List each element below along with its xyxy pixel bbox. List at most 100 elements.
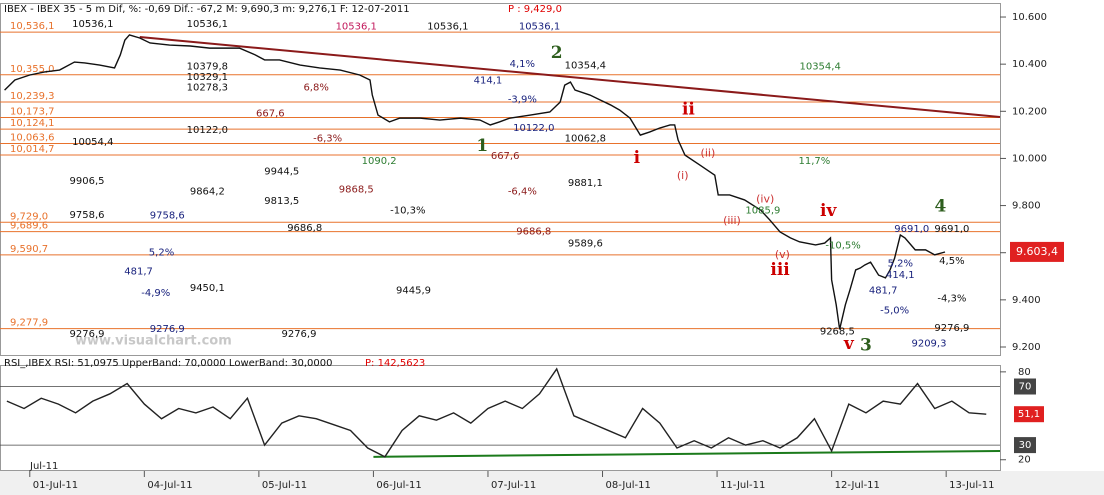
annotation: 1085,9 (745, 205, 780, 216)
annotation: 9445,9 (396, 285, 431, 296)
annotation: 9864,2 (190, 186, 225, 197)
annotation: 9686,8 (516, 226, 551, 237)
annotation: 10062,8 (565, 133, 606, 144)
annotation: 9276,9 (70, 329, 105, 340)
annotation: 10536,1 (336, 21, 377, 32)
annotation: -4,9% (141, 288, 170, 299)
y-tick-label: 80 (1018, 367, 1031, 378)
band-label: 30 (1019, 440, 1032, 451)
level-label: 10,355,0 (10, 64, 55, 75)
x-tick-label: 12-Jul-11 (835, 480, 880, 491)
series-line (6, 367, 987, 458)
price-header: IBEX - IBEX 35 - 5 m Dif, %: -0,69 Dif.:… (4, 4, 410, 15)
wave-label: 1 (476, 136, 488, 156)
level-label: 10,173,7 (10, 106, 55, 117)
wave-label: (v) (775, 248, 790, 261)
wave-label: v (843, 334, 855, 354)
annotation: 9691,0 (934, 224, 969, 235)
annotation: 9691,0 (894, 224, 929, 235)
y-tick-label: 10.000 (1012, 153, 1047, 164)
annotation: 1090,2 (362, 156, 397, 167)
annotation: -6,4% (508, 186, 537, 197)
annotation: 9813,5 (264, 196, 299, 207)
wave-label: ii (682, 100, 695, 120)
x-tick-label: 04-Jul-11 (147, 480, 192, 491)
annotation: 9758,6 (150, 210, 185, 221)
level-label: 9,277,9 (10, 318, 48, 329)
level-label: 10,124,1 (10, 118, 55, 129)
annotation: 10379,8 (187, 62, 228, 73)
x-axis-strip (0, 471, 1104, 495)
x-tick-label: 07-Jul-11 (491, 480, 536, 491)
y-tick-label: 20 (1018, 455, 1031, 466)
wave-label: 2 (551, 43, 563, 63)
rsi-panel (0, 365, 1001, 471)
series-line (4, 34, 946, 330)
annotation: 9868,5 (339, 185, 374, 196)
band-label: 70 (1019, 382, 1032, 393)
annotation: 414,1 (474, 76, 503, 87)
annotation: 11,7% (799, 156, 831, 167)
x-tick-label: 13-Jul-11 (949, 480, 994, 491)
price-header-value: P : 9,429,0 (508, 4, 562, 15)
support-line (373, 449, 1001, 458)
y-tick-label: 9.200 (1012, 342, 1041, 353)
annotation: -5,0% (880, 305, 909, 316)
annotation: 414,1 (886, 270, 915, 281)
wave-label: iv (820, 201, 837, 221)
trendline (139, 36, 1001, 118)
last-rsi-label: 51,1 (1018, 409, 1040, 420)
annotation: 5,2% (149, 248, 174, 259)
annotation: 10354,4 (565, 60, 606, 71)
y-tick-label: 10.200 (1012, 106, 1047, 117)
band-tag (1014, 437, 1036, 454)
annotation: 481,7 (124, 267, 153, 278)
x-tick-label: 08-Jul-11 (606, 480, 651, 491)
wave-label: (ii) (701, 147, 716, 160)
rsi-header: RSI_,IBEX RSI: 51,0975 UpperBand: 70,000… (4, 358, 332, 369)
annotation: -10,5% (825, 241, 860, 252)
annotation: 9906,5 (70, 176, 105, 187)
annotation: -10,3% (390, 205, 425, 216)
annotation: 4,5% (939, 256, 964, 267)
annotation: 10536,1 (519, 21, 560, 32)
y-axis-strip (1001, 0, 1104, 471)
annotation: 10122,0 (513, 123, 554, 134)
level-label: 10,063,6 (10, 132, 55, 143)
watermark: www.visualchart.com (75, 334, 232, 349)
wave-label: 3 (860, 335, 872, 355)
annotation: 667,6 (256, 109, 285, 120)
annotation: 9944,5 (264, 166, 299, 177)
price-panel (0, 3, 1001, 356)
rsi-header-value: P: 142,5623 (365, 358, 425, 369)
wave-label: i (634, 148, 641, 168)
last-price-label: 9.603,4 (1016, 245, 1058, 258)
annotation: 9589,6 (568, 238, 603, 249)
wave-label: (iii) (723, 214, 741, 227)
y-tick-label: 9.800 (1012, 201, 1041, 212)
x-tick-label: 01-Jul-11 (33, 480, 78, 491)
level-label: 10,239,3 (10, 91, 55, 102)
annotation: 9276,9 (934, 323, 969, 334)
annotation: 9276,9 (281, 329, 316, 340)
last-price-tag (1010, 241, 1064, 262)
wave-label: (iv) (756, 193, 774, 206)
last-rsi-tag (1014, 406, 1044, 423)
annotation: 10354,4 (799, 62, 840, 73)
level-label: 9,689,6 (10, 221, 48, 232)
annotation: 9450,1 (190, 283, 225, 294)
x-tick-label: 06-Jul-11 (376, 480, 421, 491)
wave-label: 4 (935, 196, 947, 216)
y-tick-label: 10.600 (1012, 12, 1047, 23)
annotation: 4,1% (510, 59, 535, 70)
annotation: 9686,8 (287, 223, 322, 234)
annotation: 10536,1 (187, 19, 228, 30)
x-tick-label: 11-Jul-11 (720, 480, 765, 491)
annotation: 6,8% (303, 83, 328, 94)
level-label: 9,590,7 (10, 244, 48, 255)
annotation: 10329,1 (187, 72, 228, 83)
wave-label: (i) (677, 169, 689, 182)
